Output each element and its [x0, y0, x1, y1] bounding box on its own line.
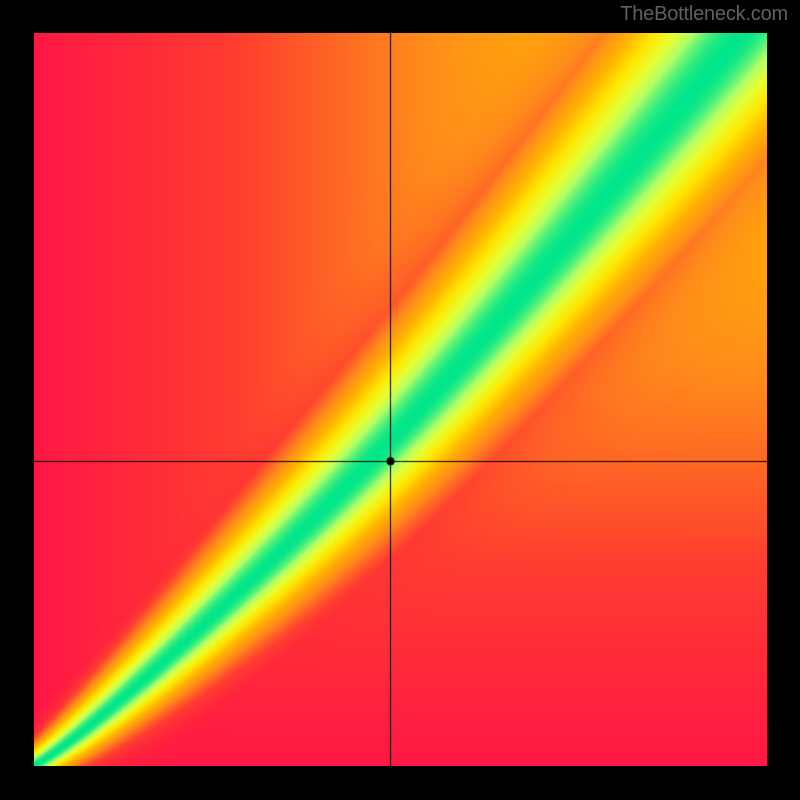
bottleneck-heatmap: [34, 33, 767, 766]
watermark-text: TheBottleneck.com: [620, 3, 788, 26]
plot-area: [34, 33, 767, 766]
